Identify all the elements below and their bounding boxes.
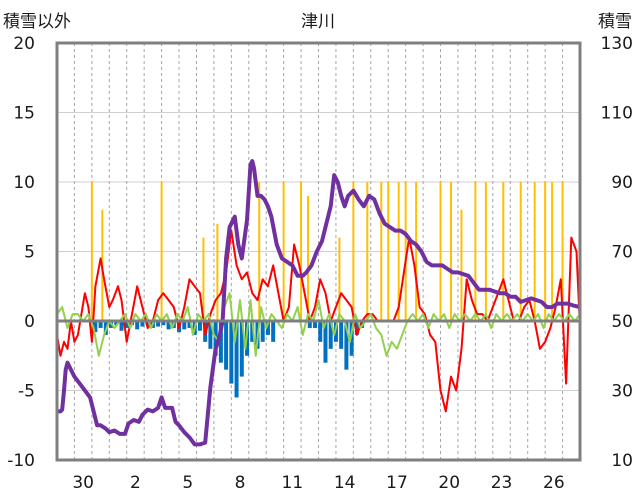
series-purple-line [57,159,581,447]
series-blue-bar [224,321,229,370]
y-right-tick-label: 50 [611,312,633,332]
series-blue-bar [234,321,239,398]
series-blue-bar [265,321,270,335]
y-left-tick-label: -5 [18,382,35,402]
x-tick-label: 14 [334,473,356,493]
y-left-tick-label: 0 [24,312,35,332]
series-blue-bar [182,321,187,330]
x-axis-ticks: 30 2 5 8 11 14 17 20 23 26 [72,473,564,493]
series-blue-bar [260,321,265,342]
y-right-tick-label: 70 [611,243,633,263]
y-left-tick-label: -10 [7,451,35,471]
series-blue-bar [187,321,192,328]
x-tick-label: 26 [543,473,565,493]
plot-frame [55,41,582,462]
plot-border [55,41,582,462]
series-blue-bar [119,321,124,331]
series-blue-bar [140,321,145,327]
x-tick-label: 23 [491,473,513,493]
y-right-tick-label: 30 [611,382,633,402]
series-blue-bar [318,321,323,342]
series-blue-bar [349,321,354,356]
y-axis-left-ticks: 20 15 10 5 0 -5 -10 [7,34,35,471]
y-axis-left-label: 積雪以外 [3,12,71,32]
y-right-tick-label: 130 [601,34,633,54]
x-tick-label: 8 [235,473,246,493]
series-blue-bar [344,321,349,370]
y-left-tick-label: 20 [13,34,35,54]
series-orange-spikes [90,182,564,321]
x-tick-label: 5 [182,473,193,493]
series-blue-bar [98,321,103,328]
series-blue-bar [135,321,140,330]
series-blue-bar [239,321,244,377]
y-axis-right-label: 積雪 [598,12,632,32]
series-blue-bar [307,321,312,328]
series-blue-bar [250,321,255,342]
series-blue-bar [114,321,119,326]
x-tick-label: 11 [282,473,304,493]
series-blue-bar [161,321,166,326]
series-blue-bar [156,321,161,327]
series-blue-bar [339,321,344,349]
y-left-tick-label: 10 [13,173,35,193]
x-tick-label: 2 [130,473,141,493]
series-blue-bar [229,321,234,384]
series-blue-bar [354,321,359,335]
y-left-tick-label: 5 [24,243,35,263]
series-blue-bar [208,321,213,349]
series-blue-bar [313,321,318,328]
x-tick-label: 17 [386,473,408,493]
series-layer [56,159,581,447]
series-blue-bar [218,321,223,363]
y-right-tick-label: 10 [611,451,633,471]
y-right-tick-label: 110 [601,104,633,124]
series-blue-bar [124,321,129,328]
series-blue-bar [271,321,276,342]
series-blue-bar [145,321,150,326]
x-tick-label: 20 [438,473,460,493]
series-blue-bar [323,321,328,363]
y-right-tick-label: 90 [611,173,633,193]
y-left-tick-label: 15 [13,104,35,124]
series-blue-bar [93,321,98,333]
series-blue-bar [166,321,171,330]
series-green-line [56,292,581,357]
x-tick-label: 30 [72,473,94,493]
y-axis-right-ticks: 130 110 90 70 50 30 10 [601,34,633,471]
series-blue-bar [328,321,333,349]
series-blue-bar [197,321,202,331]
chart-title: 津川 [301,12,335,32]
